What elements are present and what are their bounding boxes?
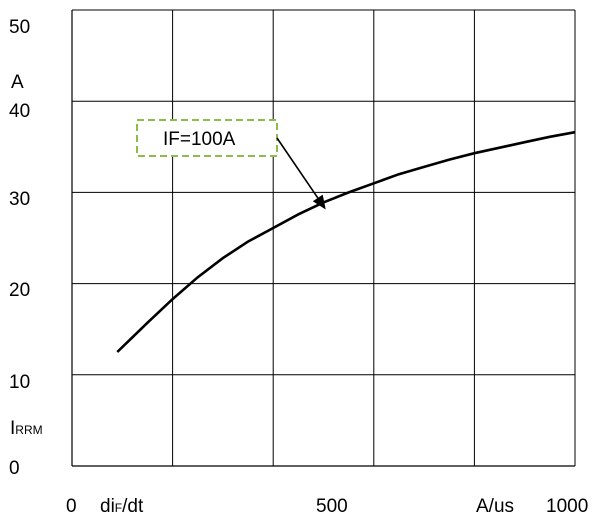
- y-tick-label: 50: [9, 17, 30, 38]
- plot-frame: [71, 10, 575, 467]
- annotation-box: [136, 119, 278, 157]
- y-tick-labels: 0 10 20 30 40 50: [9, 17, 30, 479]
- annotation-arrow-line: [276, 137, 319, 199]
- x-tick-label: 0: [66, 496, 77, 517]
- x-axis-label: diF/dt: [100, 496, 144, 517]
- y-tick-label: 30: [9, 189, 30, 210]
- y-tick-label: 20: [9, 280, 30, 301]
- y-tick-label: 0: [9, 458, 20, 479]
- y-unit-label: A: [11, 72, 24, 93]
- x-tick-label: 500: [316, 496, 348, 517]
- annotation: IF=100A: [136, 119, 326, 210]
- x-unit-label: A/us: [476, 496, 514, 517]
- annotation-arrowhead: [312, 194, 326, 210]
- y-axis-label: IRRM: [10, 418, 43, 439]
- series-line: [116, 130, 576, 353]
- y-tick-label: 10: [9, 372, 30, 393]
- y-tick-label: 40: [9, 101, 30, 122]
- grid: [71, 9, 576, 467]
- x-tick-label: 1000: [546, 496, 588, 517]
- annotation-text: IF=100A: [163, 129, 236, 150]
- x-tick-labels: 0 500 1000: [66, 496, 588, 517]
